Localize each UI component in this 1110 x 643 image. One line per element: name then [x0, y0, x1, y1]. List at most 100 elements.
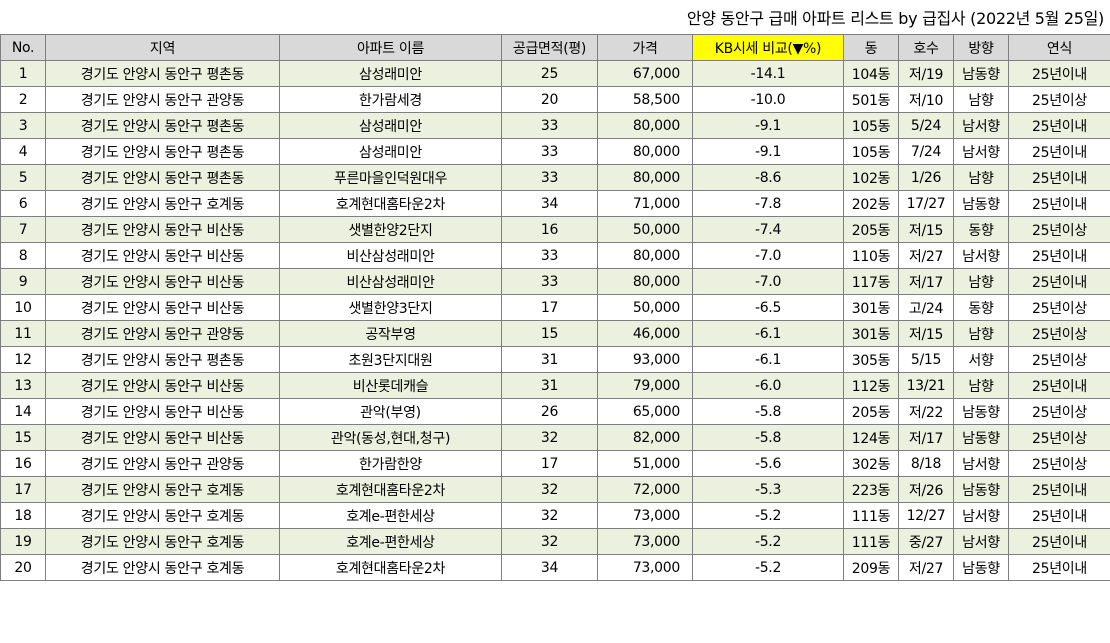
cell-age[interactable]: 25년이내 [1008, 138, 1110, 165]
cell-kb-compare[interactable]: -6.1 [692, 320, 844, 347]
cell-direction[interactable]: 남서향 [953, 502, 1009, 529]
cell-price[interactable]: 51,000 [597, 450, 693, 477]
cell-no[interactable]: 13 [0, 372, 46, 399]
cell-kb-compare[interactable]: -10.0 [692, 86, 844, 113]
cell-direction[interactable]: 남향 [953, 268, 1009, 295]
cell-kb-compare[interactable]: -5.8 [692, 398, 844, 425]
cell-no[interactable]: 8 [0, 242, 46, 269]
header-age[interactable]: 연식 [1008, 34, 1110, 61]
cell-building[interactable]: 124동 [843, 424, 899, 451]
cell-no[interactable]: 2 [0, 86, 46, 113]
cell-price[interactable]: 73,000 [597, 528, 693, 555]
cell-region[interactable]: 경기도 안양시 동안구 비산동 [45, 398, 280, 425]
cell-unit[interactable]: 저/17 [898, 268, 954, 295]
cell-region[interactable]: 경기도 안양시 동안구 비산동 [45, 424, 280, 451]
cell-unit[interactable]: 저/15 [898, 216, 954, 243]
cell-apartment-name[interactable]: 호계현대홈타운2차 [279, 190, 502, 217]
cell-no[interactable]: 11 [0, 320, 46, 347]
cell-apartment-name[interactable]: 비산삼성래미안 [279, 242, 502, 269]
cell-age[interactable]: 25년이내 [1008, 372, 1110, 399]
cell-region[interactable]: 경기도 안양시 동안구 호계동 [45, 528, 280, 555]
cell-age[interactable]: 25년이상 [1008, 346, 1110, 373]
cell-region[interactable]: 경기도 안양시 동안구 평촌동 [45, 346, 280, 373]
cell-kb-compare[interactable]: -9.1 [692, 138, 844, 165]
cell-price[interactable]: 80,000 [597, 268, 693, 295]
cell-no[interactable]: 15 [0, 424, 46, 451]
header-no[interactable]: No. [0, 34, 46, 61]
cell-unit[interactable]: 12/27 [898, 502, 954, 529]
cell-region[interactable]: 경기도 안양시 동안구 평촌동 [45, 112, 280, 139]
cell-direction[interactable]: 남동향 [953, 60, 1009, 87]
cell-building[interactable]: 209동 [843, 554, 899, 581]
cell-building[interactable]: 117동 [843, 268, 899, 295]
cell-kb-compare[interactable]: -5.6 [692, 450, 844, 477]
cell-apartment-name[interactable]: 비산삼성래미안 [279, 268, 502, 295]
cell-direction[interactable]: 남동향 [953, 190, 1009, 217]
cell-area[interactable]: 33 [501, 138, 598, 165]
cell-price[interactable]: 58,500 [597, 86, 693, 113]
cell-building[interactable]: 110동 [843, 242, 899, 269]
cell-region[interactable]: 경기도 안양시 동안구 호계동 [45, 190, 280, 217]
cell-unit[interactable]: 5/24 [898, 112, 954, 139]
cell-age[interactable]: 25년이내 [1008, 190, 1110, 217]
cell-apartment-name[interactable]: 관악(동성,현대,청구) [279, 424, 502, 451]
cell-building[interactable]: 102동 [843, 164, 899, 191]
cell-kb-compare[interactable]: -5.2 [692, 502, 844, 529]
cell-unit[interactable]: 저/15 [898, 320, 954, 347]
cell-area[interactable]: 25 [501, 60, 598, 87]
cell-kb-compare[interactable]: -7.0 [692, 242, 844, 269]
cell-area[interactable]: 34 [501, 554, 598, 581]
cell-building[interactable]: 111동 [843, 502, 899, 529]
cell-price[interactable]: 72,000 [597, 476, 693, 503]
cell-region[interactable]: 경기도 안양시 동안구 비산동 [45, 216, 280, 243]
cell-area[interactable]: 32 [501, 476, 598, 503]
cell-age[interactable]: 25년이내 [1008, 476, 1110, 503]
cell-apartment-name[interactable]: 한가람세경 [279, 86, 502, 113]
cell-apartment-name[interactable]: 호계e-편한세상 [279, 502, 502, 529]
cell-region[interactable]: 경기도 안양시 동안구 관양동 [45, 450, 280, 477]
cell-unit[interactable]: 8/18 [898, 450, 954, 477]
cell-direction[interactable]: 동향 [953, 294, 1009, 321]
cell-no[interactable]: 1 [0, 60, 46, 87]
cell-no[interactable]: 6 [0, 190, 46, 217]
cell-apartment-name[interactable]: 샛별한양2단지 [279, 216, 502, 243]
cell-apartment-name[interactable]: 삼성래미안 [279, 138, 502, 165]
cell-direction[interactable]: 남서향 [953, 450, 1009, 477]
cell-region[interactable]: 경기도 안양시 동안구 호계동 [45, 502, 280, 529]
cell-direction[interactable]: 남동향 [953, 424, 1009, 451]
cell-kb-compare[interactable]: -14.1 [692, 60, 844, 87]
cell-apartment-name[interactable]: 푸른마을인덕원대우 [279, 164, 502, 191]
cell-building[interactable]: 301동 [843, 320, 899, 347]
cell-unit[interactable]: 13/21 [898, 372, 954, 399]
cell-building[interactable]: 105동 [843, 112, 899, 139]
cell-age[interactable]: 25년이내 [1008, 60, 1110, 87]
cell-apartment-name[interactable]: 삼성래미안 [279, 60, 502, 87]
cell-price[interactable]: 46,000 [597, 320, 693, 347]
cell-direction[interactable]: 서향 [953, 346, 1009, 373]
cell-area[interactable]: 31 [501, 372, 598, 399]
cell-direction[interactable]: 동향 [953, 216, 1009, 243]
cell-area[interactable]: 26 [501, 398, 598, 425]
cell-area[interactable]: 33 [501, 164, 598, 191]
cell-no[interactable]: 5 [0, 164, 46, 191]
cell-no[interactable]: 9 [0, 268, 46, 295]
header-kb-compare[interactable]: KB시세 비교(▼%) [692, 34, 844, 61]
cell-apartment-name[interactable]: 삼성래미안 [279, 112, 502, 139]
cell-no[interactable]: 17 [0, 476, 46, 503]
header-region[interactable]: 지역 [45, 34, 280, 61]
cell-region[interactable]: 경기도 안양시 동안구 평촌동 [45, 164, 280, 191]
cell-region[interactable]: 경기도 안양시 동안구 비산동 [45, 372, 280, 399]
cell-region[interactable]: 경기도 안양시 동안구 평촌동 [45, 60, 280, 87]
header-direction[interactable]: 방향 [953, 34, 1009, 61]
cell-unit[interactable]: 저/17 [898, 424, 954, 451]
cell-apartment-name[interactable]: 호계현대홈타운2차 [279, 476, 502, 503]
cell-building[interactable]: 305동 [843, 346, 899, 373]
cell-area[interactable]: 32 [501, 502, 598, 529]
cell-area[interactable]: 33 [501, 268, 598, 295]
cell-unit[interactable]: 1/26 [898, 164, 954, 191]
cell-area[interactable]: 33 [501, 242, 598, 269]
cell-area[interactable]: 17 [501, 294, 598, 321]
cell-building[interactable]: 302동 [843, 450, 899, 477]
cell-area[interactable]: 31 [501, 346, 598, 373]
cell-direction[interactable]: 남동향 [953, 398, 1009, 425]
